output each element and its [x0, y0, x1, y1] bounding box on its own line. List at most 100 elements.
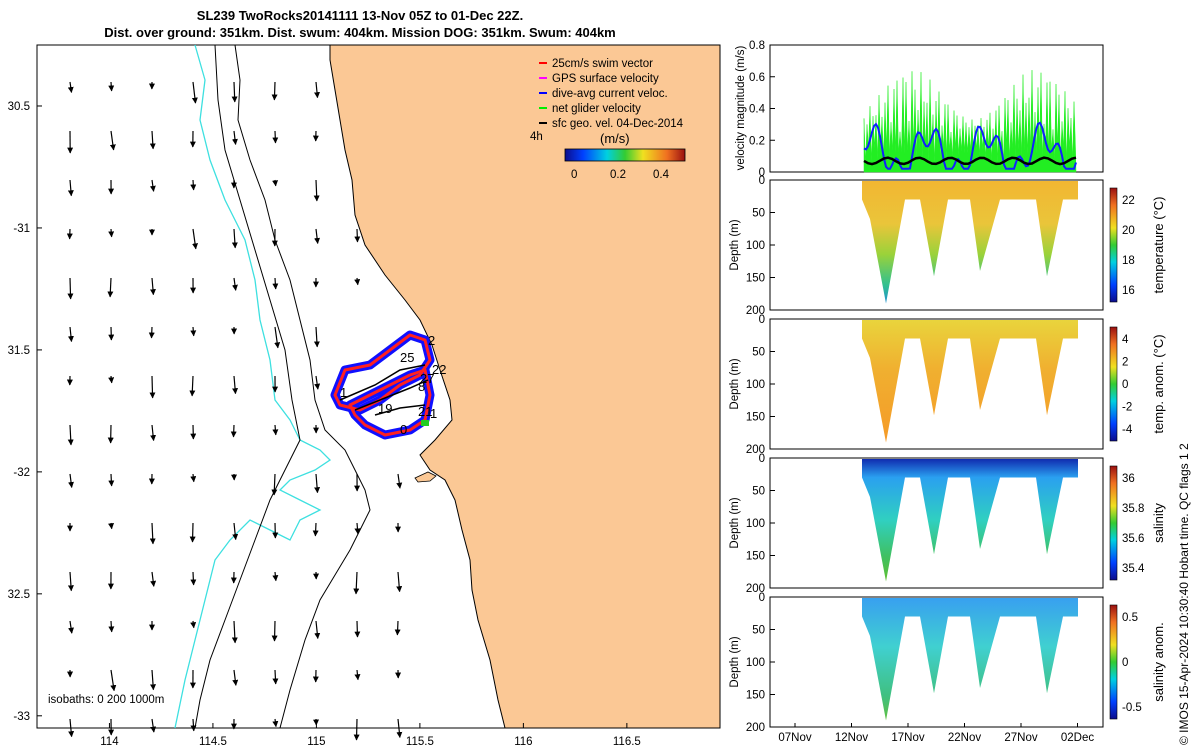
geo-vector-56 — [231, 81, 238, 103]
geo-vector-86 — [313, 179, 320, 202]
geo-vector-32 — [149, 277, 156, 296]
geo-vector-40 — [150, 669, 157, 691]
geo-vector-87 — [314, 228, 321, 244]
geo-vector-33 — [148, 326, 155, 339]
geo-vector-99 — [354, 277, 361, 286]
title-line-2: Dist. over ground: 351km. Dist. swum: 40… — [104, 25, 616, 40]
geo-vector-34 — [149, 375, 156, 399]
isobath-200 — [234, 44, 371, 729]
geo-vector-55 — [190, 718, 197, 732]
geo-vector-53 — [190, 620, 197, 629]
temp_anom-ytick-2: 100 — [746, 379, 765, 391]
legend-item-4: sfc geo. vel. 04-Dec-2014 — [552, 118, 684, 130]
geo-vector-35 — [150, 424, 157, 442]
geo-vector-51 — [189, 522, 196, 543]
map-ytick-2: 31.5 — [8, 345, 30, 357]
vel-ytick-3: 0.6 — [749, 72, 765, 84]
vel-ytick-2: 0.4 — [749, 104, 766, 116]
net-glider-velocity-series — [863, 70, 1077, 173]
geo-vector-8 — [68, 473, 74, 488]
sal_anom-ytick-1: 50 — [752, 625, 765, 637]
geo-vector-65 — [232, 522, 239, 541]
track-label-6: 21 — [418, 404, 432, 419]
geo-vector-109 — [394, 620, 401, 636]
geo-vector-71 — [272, 130, 279, 144]
temp_anom-ylabel: Depth (m) — [729, 358, 741, 409]
vel-ytick-4: 0.8 — [749, 40, 765, 52]
sal_anom-ytick-0: 0 — [759, 592, 765, 604]
vel-ytick-0: 0 — [759, 167, 765, 179]
salinity-ytick-4: 200 — [746, 583, 765, 595]
xtick-5: 02Dec — [1061, 732, 1094, 744]
geo-vector-57 — [231, 130, 238, 145]
sal_anom-cbtick-2: -0.5 — [1122, 702, 1142, 714]
land-mass — [329, 44, 721, 729]
geo-vector-38 — [150, 571, 157, 587]
colorbar-label: (m/s) — [600, 131, 630, 146]
salinity-cbtick-2: 35.6 — [1122, 533, 1144, 545]
map-xtick-4: 116 — [514, 736, 532, 748]
geo-vector-106 — [396, 473, 403, 489]
geo-vector-78 — [271, 473, 278, 496]
isobaths-note: isobaths: 0 200 1000m — [48, 694, 164, 706]
map-xtick-2: 115 — [307, 736, 325, 748]
geo-vector-98 — [354, 228, 361, 243]
geo-vector-82 — [272, 669, 279, 685]
temp_anom-cbtick-2: 0 — [1122, 379, 1128, 391]
geo-vector-5 — [67, 326, 74, 343]
geo-vector-20 — [108, 375, 115, 384]
geo-vector-75 — [274, 326, 281, 349]
sal_anom-cbtick-0: 0.5 — [1122, 612, 1138, 624]
geo-vector-10 — [67, 571, 74, 592]
geo-vector-23 — [108, 522, 115, 530]
temp_anom-ytick-1: 50 — [752, 347, 765, 359]
xtick-1: 12Nov — [835, 732, 868, 744]
track-label-3: 27 — [420, 371, 434, 386]
sal_anom-ylabel: Depth (m) — [729, 636, 741, 687]
sal_anom-cblabel: salinity anom. — [1151, 622, 1166, 701]
track-label-7: 1 — [430, 406, 437, 421]
imos-credit: © IMOS 15-Apr-2024 10:30:40 Hobart time.… — [1177, 443, 1191, 745]
geo-vector-18 — [107, 277, 114, 298]
geo-vector-108 — [396, 571, 403, 593]
glider-track — [330, 330, 435, 440]
section-panel-temperature: 0 50 100 150 200 Depth (m) 22 20 18 16 temperature… — [729, 175, 1166, 317]
temperature-cbtick-1: 20 — [1122, 225, 1135, 237]
geo-vector-77 — [272, 424, 279, 436]
legend-item-2: dive-avg current veloc. — [552, 88, 668, 100]
geo-vector-93 — [312, 522, 319, 537]
geo-vector-48 — [189, 375, 196, 397]
salinity-colorbar — [1109, 465, 1118, 581]
track-label-9: 19 — [378, 401, 392, 416]
xtick-2: 17Nov — [891, 732, 924, 744]
geo-vector-67 — [231, 620, 238, 644]
map-xtick-3: 115.5 — [406, 736, 434, 748]
sal_anom-ytick-2: 100 — [746, 657, 765, 669]
geo-vector-25 — [108, 620, 115, 633]
temperature-ylabel: Depth (m) — [729, 219, 741, 270]
track-label-4: 8 — [418, 379, 425, 394]
map-ytick-3: -32 — [13, 467, 30, 479]
colorbar-tick-1: 0.2 — [610, 169, 626, 181]
geo-vector-81 — [271, 620, 278, 642]
sfc-geo-velocity-series — [863, 156, 1077, 166]
map-ytick-4: 32.5 — [8, 589, 30, 601]
geo-vector-72 — [272, 179, 279, 187]
legend-item-3: net glider velocity — [552, 103, 641, 115]
map-xtick-0: 114 — [100, 736, 119, 748]
legend-extra-4h: 4h — [530, 131, 543, 143]
temperature-ytick-2: 100 — [746, 240, 765, 252]
section-data-temp_anom — [862, 320, 1078, 443]
section-panel-salinity: 0 50 100 150 200 Depth (m) 36 35.8 35.6 35.4 salin… — [729, 453, 1166, 595]
section-data-temperature — [862, 181, 1078, 304]
geo-vector-84 — [313, 81, 320, 99]
temp_anom-cbtick-1: 2 — [1122, 357, 1128, 369]
legend-item-1: GPS surface velocity — [552, 73, 659, 85]
temp_anom-cblabel: temp. anom. (°C) — [1151, 334, 1166, 433]
section-panel-sal_anom: 0 50 100 150 200 Depth (m) 0.5 0 -0.5 salinity an… — [729, 592, 1166, 744]
geo-vector-14 — [108, 81, 115, 92]
velocity-panel: 0 0.2 0.4 0.6 0.8 velocity magnitude (m/s) — [735, 40, 1104, 179]
geo-vector-11 — [68, 620, 74, 634]
temp_anom-cbtick-4: -4 — [1122, 424, 1133, 436]
geo-vector-103 — [354, 620, 361, 638]
